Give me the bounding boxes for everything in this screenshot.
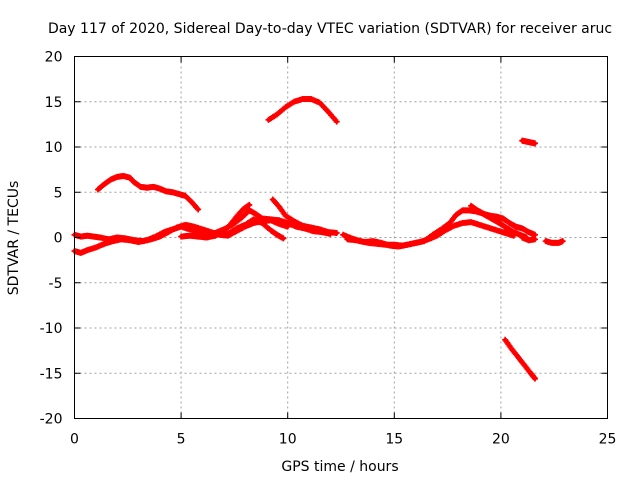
data-series-arc-9 [344,207,530,250]
data-arc [543,239,565,245]
x-tick-label: 10 [279,432,297,448]
y-tick-label: 20 [45,50,63,66]
grid [74,56,608,419]
x-tick-label: 5 [177,432,186,448]
data-arc [503,337,537,381]
y-tick-label: 0 [54,231,63,247]
data-arc [226,217,286,241]
x-tick-label: 0 [70,432,79,448]
data-series-arc-4 [225,216,287,242]
data-series-arc-5 [269,196,340,236]
data-series-arc-10 [468,202,539,238]
data-series-arc-11 [519,234,539,244]
data-arc [96,174,201,212]
data-series-arc-3 [178,201,253,241]
data-arc [520,235,537,243]
y-tick-label: 15 [45,95,63,111]
data-series-arc-7 [265,96,340,125]
x-tick-label: 15 [385,432,403,448]
data-points [71,96,566,382]
x-axis-title: GPS time / hours [281,459,398,475]
data-series-arc-13 [519,137,539,147]
data-arc [520,138,537,146]
ticks [74,56,608,419]
data-arc [270,197,339,235]
data-arc [469,203,537,237]
y-tick-label: 10 [45,140,63,156]
y-tick-label: -5 [49,276,63,292]
data-arc [266,97,339,124]
x-tick-labels: 0 5 10 15 20 25 [70,432,616,448]
y-tick-label: 5 [54,185,63,201]
y-tick-label: -20 [40,412,63,428]
data-series-arc-6 [94,172,202,213]
data-series-arc-14 [502,336,539,382]
data-arc [179,202,252,240]
data-arc [345,208,529,249]
chart-title: Day 117 of 2020, Sidereal Day-to-day VTE… [48,21,612,37]
data-series-arc-12 [542,238,566,246]
y-tick-label: -15 [40,366,63,382]
x-tick-label: 25 [599,432,617,448]
y-tick-labels: -20 -15 -10 -5 0 5 10 15 20 [40,50,63,428]
x-tick-label: 20 [492,432,510,448]
y-axis-title: SDTVAR / TECUs [6,181,22,296]
y-tick-label: -10 [40,321,63,337]
